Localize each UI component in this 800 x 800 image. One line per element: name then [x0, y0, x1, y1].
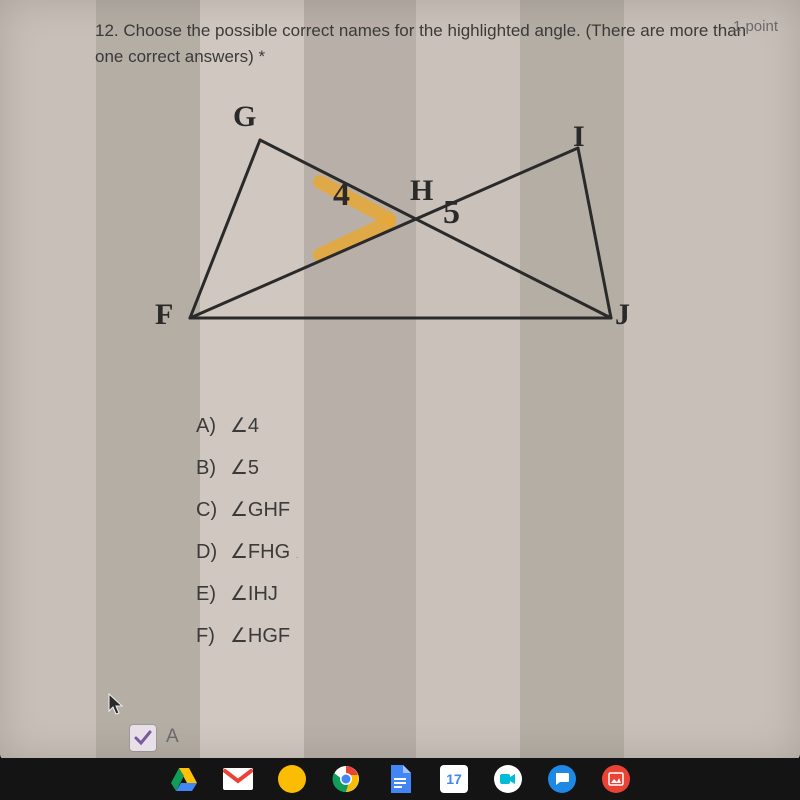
geometry-diagram: G I H F J 4 5: [155, 110, 635, 360]
taskbar: 17: [0, 758, 800, 800]
keep-icon[interactable]: [277, 764, 307, 794]
angle-5-label: 5: [443, 194, 460, 232]
gmail-icon[interactable]: [223, 764, 253, 794]
messages-icon[interactable]: [547, 764, 577, 794]
option-b[interactable]: B)∠5: [196, 447, 299, 489]
option-a[interactable]: A)∠4: [196, 405, 299, 447]
chrome-icon[interactable]: [331, 764, 361, 794]
quiz-screen: 12. Choose the possible correct names fo…: [0, 0, 800, 760]
vertex-f: F: [155, 298, 173, 332]
option-f[interactable]: F)∠HGF: [196, 615, 299, 657]
points-label: 1 point: [733, 18, 778, 35]
angle-4-label: 4: [333, 176, 350, 214]
vertex-j: J: [615, 298, 630, 332]
option-d[interactable]: D)∠FHG .: [196, 531, 299, 573]
vertex-g: G: [233, 100, 256, 134]
checkbox-a-label: A: [166, 726, 179, 748]
duo-icon[interactable]: [493, 764, 523, 794]
question-body: Choose the possible correct names for th…: [95, 21, 746, 66]
question-number: 12.: [95, 21, 119, 40]
vertex-h: H: [410, 174, 433, 208]
drive-icon[interactable]: [169, 764, 199, 794]
question-text: 12. Choose the possible correct names fo…: [95, 18, 750, 69]
photos-icon[interactable]: [601, 764, 631, 794]
figure-lines: [190, 140, 611, 318]
highlight-stroke-2: [320, 222, 389, 255]
option-e[interactable]: E)∠IHJ: [196, 573, 299, 615]
checkbox-a[interactable]: [130, 725, 156, 751]
vertex-i: I: [573, 120, 585, 154]
option-c[interactable]: C)∠GHF: [196, 489, 299, 531]
angle-highlight: [320, 182, 389, 255]
cursor-icon: [108, 693, 126, 717]
calendar-icon[interactable]: 17: [439, 764, 469, 794]
docs-icon[interactable]: [385, 764, 415, 794]
answer-options: A)∠4 B)∠5 C)∠GHF D)∠FHG . E)∠IHJ F)∠HGF: [196, 405, 299, 657]
